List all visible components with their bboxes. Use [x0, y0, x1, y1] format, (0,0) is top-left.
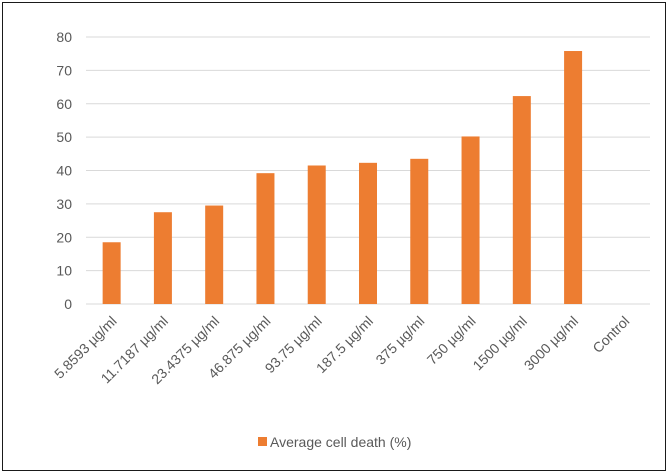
x-tick-label: 3000 µg/ml: [521, 313, 582, 374]
y-tick-label: 10: [56, 263, 72, 279]
legend: Average cell death (%): [258, 434, 411, 450]
gridlines: [86, 36, 650, 305]
x-tick-label: Control: [589, 313, 632, 356]
x-tick-label: 1500 µg/ml: [469, 313, 530, 374]
bar: [359, 162, 377, 304]
legend-swatch: [258, 437, 267, 446]
bar: [307, 165, 326, 304]
bar: [410, 158, 429, 304]
y-tick-label: 20: [56, 229, 72, 245]
bar: [256, 173, 275, 304]
bar: [461, 136, 480, 304]
y-tick-label: 70: [56, 62, 72, 78]
y-tick-label: 30: [56, 196, 72, 212]
y-tick-label: 0: [64, 296, 72, 312]
y-tick-label: 60: [56, 96, 72, 112]
bar: [512, 96, 531, 304]
y-axis-ticks: 0 10 20 30 40 50 60 70 80: [56, 29, 72, 312]
legend-label: Average cell death (%): [270, 434, 411, 450]
bars: [102, 51, 583, 304]
y-tick-label: 50: [56, 129, 72, 145]
bar: [153, 212, 172, 304]
bar: [205, 205, 224, 304]
x-tick-label: 375 µg/ml: [372, 313, 427, 368]
y-tick-label: 80: [56, 29, 72, 45]
chart-frame: [2, 2, 666, 471]
y-tick-label: 40: [56, 163, 72, 179]
bar: [564, 51, 583, 304]
bar: [102, 242, 121, 304]
x-tick-label: 750 µg/ml: [424, 313, 479, 368]
